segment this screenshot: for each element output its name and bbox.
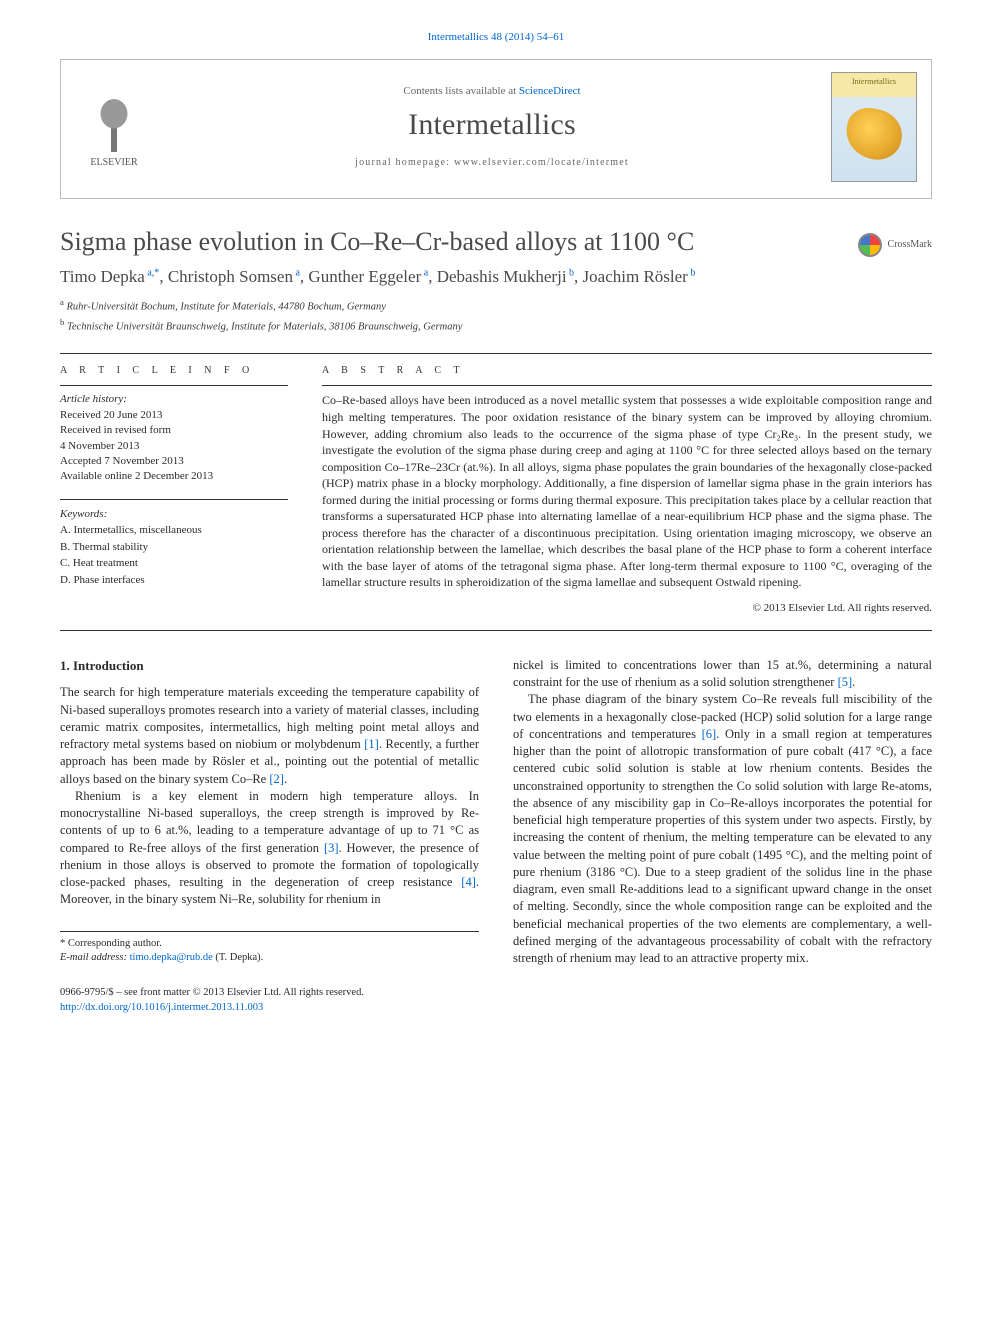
author-mark: b <box>567 267 575 278</box>
author: Timo Depka a,* <box>60 267 159 286</box>
title-row: Sigma phase evolution in Co–Re–Cr-based … <box>60 227 932 258</box>
author: Gunther Eggeler a <box>308 267 428 286</box>
homepage-prefix: journal homepage: <box>355 157 454 168</box>
ref-link[interactable]: [4] <box>461 875 476 889</box>
ref-link[interactable]: [6] <box>702 727 717 741</box>
history-line: Available online 2 December 2013 <box>60 469 288 484</box>
keyword: C. Heat treatment <box>60 555 288 572</box>
history-line: Accepted 7 November 2013 <box>60 454 288 469</box>
keyword: D. Phase interfaces <box>60 572 288 589</box>
history-label: Article history: <box>60 392 288 407</box>
author-mark: a <box>421 267 428 278</box>
section-number: 1. <box>60 658 70 673</box>
body-left-column: 1. Introduction The search for high temp… <box>60 657 479 1016</box>
author: Debashis Mukherji b <box>437 267 574 286</box>
corresponding-author-note: * Corresponding author. <box>60 937 479 952</box>
author-mark: a <box>293 267 300 278</box>
section-heading: 1. Introduction <box>60 657 479 675</box>
email-attr: (T. Depka). <box>213 952 264 963</box>
abstract-heading: A B S T R A C T <box>322 364 932 378</box>
citation-link[interactable]: Intermetallics 48 (2014) 54–61 <box>428 31 565 43</box>
publisher-logo: ELSEVIER <box>75 84 153 170</box>
history-line: 4 November 2013 <box>60 439 288 454</box>
ref-link[interactable]: [2] <box>269 772 284 786</box>
ref-link[interactable]: [3] <box>324 841 339 855</box>
publisher-name: ELSEVIER <box>90 156 137 170</box>
masthead-center: Contents lists available at ScienceDirec… <box>169 84 815 169</box>
body-paragraph: nickel is limited to concentrations lowe… <box>513 657 932 692</box>
author-mark: a,* <box>145 267 159 278</box>
crossmark-icon <box>858 233 882 257</box>
contents-available-line: Contents lists available at ScienceDirec… <box>169 84 815 99</box>
homepage-url[interactable]: www.elsevier.com/locate/intermet <box>454 157 629 168</box>
history-line: Received 20 June 2013 <box>60 408 288 423</box>
footnotes: * Corresponding author. E-mail address: … <box>60 931 479 966</box>
cover-thumb-graphic <box>841 104 906 165</box>
body-paragraph: The phase diagram of the binary system C… <box>513 691 932 967</box>
citation-header: Intermetallics 48 (2014) 54–61 <box>60 30 932 45</box>
section-title: Introduction <box>73 658 144 673</box>
body-paragraph: Rhenium is a key element in modern high … <box>60 788 479 909</box>
sciencedirect-link[interactable]: ScienceDirect <box>519 85 581 97</box>
body-paragraph: The search for high temperature material… <box>60 684 479 788</box>
body-right-column: nickel is limited to concentrations lowe… <box>513 657 932 1016</box>
author-list: Timo Depka a,*, Christoph Somsen a, Gunt… <box>60 266 932 289</box>
abstract-copyright: © 2013 Elsevier Ltd. All rights reserved… <box>322 601 932 616</box>
front-matter-line: 0966-9795/$ – see front matter © 2013 El… <box>60 986 479 1001</box>
abstract-text: Co–Re-based alloys have been introduced … <box>322 385 932 591</box>
author: Joachim Rösler b <box>583 267 696 286</box>
affiliation: a Ruhr-Universität Bochum, Institute for… <box>60 296 932 315</box>
author: Christoph Somsen a <box>168 267 300 286</box>
cover-thumb-label: Intermetallics <box>832 77 916 88</box>
divider-rule-thin <box>60 630 932 631</box>
article-info-heading: A R T I C L E I N F O <box>60 364 288 378</box>
affiliation: b Technische Universität Braunschweig, I… <box>60 316 932 335</box>
doi-link[interactable]: http://dx.doi.org/10.1016/j.intermet.201… <box>60 1002 263 1013</box>
author-mark: b <box>688 267 696 278</box>
crossmark-widget[interactable]: CrossMark <box>858 233 932 257</box>
elsevier-tree-icon <box>87 94 141 152</box>
affiliations: a Ruhr-Universität Bochum, Institute for… <box>60 296 932 335</box>
ref-link[interactable]: [5] <box>838 675 853 689</box>
abstract-column: A B S T R A C T Co–Re-based alloys have … <box>322 364 932 616</box>
article-title: Sigma phase evolution in Co–Re–Cr-based … <box>60 227 840 258</box>
keyword: B. Thermal stability <box>60 539 288 556</box>
crossmark-label: CrossMark <box>888 238 932 252</box>
article-info-column: A R T I C L E I N F O Article history: R… <box>60 364 288 616</box>
footer-block: 0966-9795/$ – see front matter © 2013 El… <box>60 986 479 1015</box>
keywords-label: Keywords: <box>60 506 288 523</box>
divider-rule <box>60 353 932 354</box>
email-label: E-mail address: <box>60 952 127 963</box>
corresponding-email-link[interactable]: timo.depka@rub.de <box>130 952 213 963</box>
keyword: A. Intermetallics, miscellaneous <box>60 522 288 539</box>
article-history: Article history: Received 20 June 2013Re… <box>60 385 288 484</box>
journal-homepage-line: journal homepage: www.elsevier.com/locat… <box>169 156 815 170</box>
info-abstract-row: A R T I C L E I N F O Article history: R… <box>60 364 932 616</box>
body-columns: 1. Introduction The search for high temp… <box>60 657 932 1016</box>
journal-name: Intermetallics <box>169 105 815 146</box>
contents-prefix: Contents lists available at <box>403 85 518 97</box>
history-line: Received in revised form <box>60 423 288 438</box>
email-line: E-mail address: timo.depka@rub.de (T. De… <box>60 951 479 966</box>
ref-link[interactable]: [1] <box>364 737 379 751</box>
journal-cover-thumbnail: Intermetallics <box>831 72 917 182</box>
journal-masthead: ELSEVIER Contents lists available at Sci… <box>60 59 932 199</box>
keywords-block: Keywords: A. Intermetallics, miscellaneo… <box>60 499 288 589</box>
